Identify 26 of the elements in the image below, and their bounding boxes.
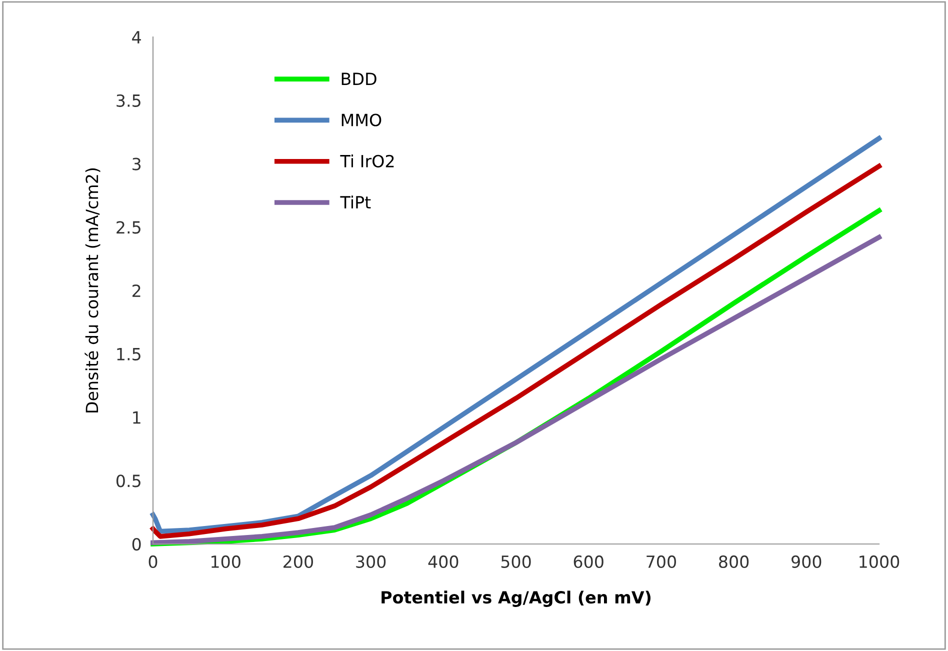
y-tick-label: 1.5 bbox=[117, 348, 140, 360]
x-tick-label: 300 bbox=[356, 555, 386, 568]
y-tick-label: 3 bbox=[132, 158, 141, 170]
y-tick-label: 1 bbox=[133, 411, 140, 424]
y-tick-label: 2.5 bbox=[116, 221, 140, 234]
x-tick-label: 400 bbox=[428, 555, 458, 568]
y-axis-title: Densité du courant (mA/cm2) bbox=[84, 168, 100, 412]
x-tick-label: 800 bbox=[719, 555, 749, 568]
y-tick-label: 2 bbox=[132, 284, 140, 297]
x-tick-label: 0 bbox=[148, 555, 158, 568]
x-tick-label: 600 bbox=[574, 555, 604, 568]
x-tick-label: 700 bbox=[646, 555, 676, 568]
y-tick-label: 4 bbox=[132, 31, 141, 44]
legend-label: Ti IrO2 bbox=[340, 154, 394, 168]
legend-label: BDD bbox=[342, 72, 376, 85]
x-axis-title: Potentiel vs Ag/AgCl (en mV) bbox=[382, 590, 650, 607]
legend-label: MMO bbox=[342, 114, 382, 126]
y-tick-label: 0.5 bbox=[116, 474, 140, 488]
x-tick-label: 200 bbox=[284, 555, 313, 568]
legend-label: TiPt bbox=[340, 196, 371, 208]
y-tick-label: 3.5 bbox=[116, 94, 140, 107]
x-tick-label: 1000 bbox=[860, 555, 900, 568]
x-tick-label: 900 bbox=[792, 555, 822, 568]
x-tick-label: 500 bbox=[501, 555, 531, 568]
y-tick-label: 0 bbox=[132, 538, 141, 551]
x-tick-label: 100 bbox=[212, 555, 240, 568]
